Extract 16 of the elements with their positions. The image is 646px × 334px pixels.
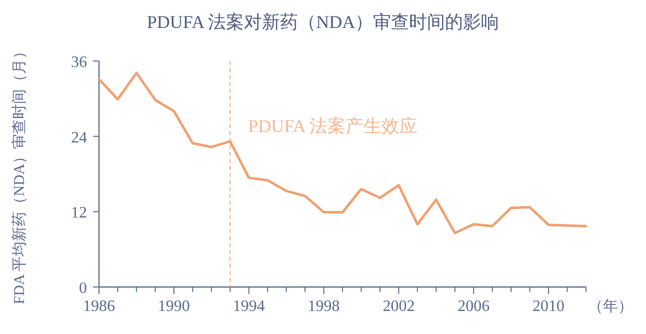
x-tick-label: 1990 — [158, 298, 190, 315]
y-tick-label: 12 — [71, 204, 87, 222]
x-tick-label: 1998 — [308, 298, 340, 315]
x-tick-label: 2006 — [458, 298, 490, 315]
ref-line-label: PDUFA 法案产生效应 — [248, 116, 418, 136]
x-axis-title: （年） — [588, 298, 633, 315]
y-tick-label: 0 — [79, 280, 87, 297]
chart-title: PDUFA 法案对新药（NDA）审查时间的影响 — [146, 12, 500, 32]
y-axis-title: FDA 平均新药（NDA）审查时间（月） — [11, 44, 28, 304]
y-tick-label: 24 — [71, 129, 87, 146]
x-tick-label: 1986 — [83, 298, 115, 315]
line-series — [98, 72, 588, 234]
y-tick-label: 36 — [71, 54, 87, 71]
x-tick-label: 2010 — [532, 298, 565, 315]
x-tick-label: 1994 — [232, 298, 265, 315]
x-tick-label: 2002 — [382, 298, 415, 315]
